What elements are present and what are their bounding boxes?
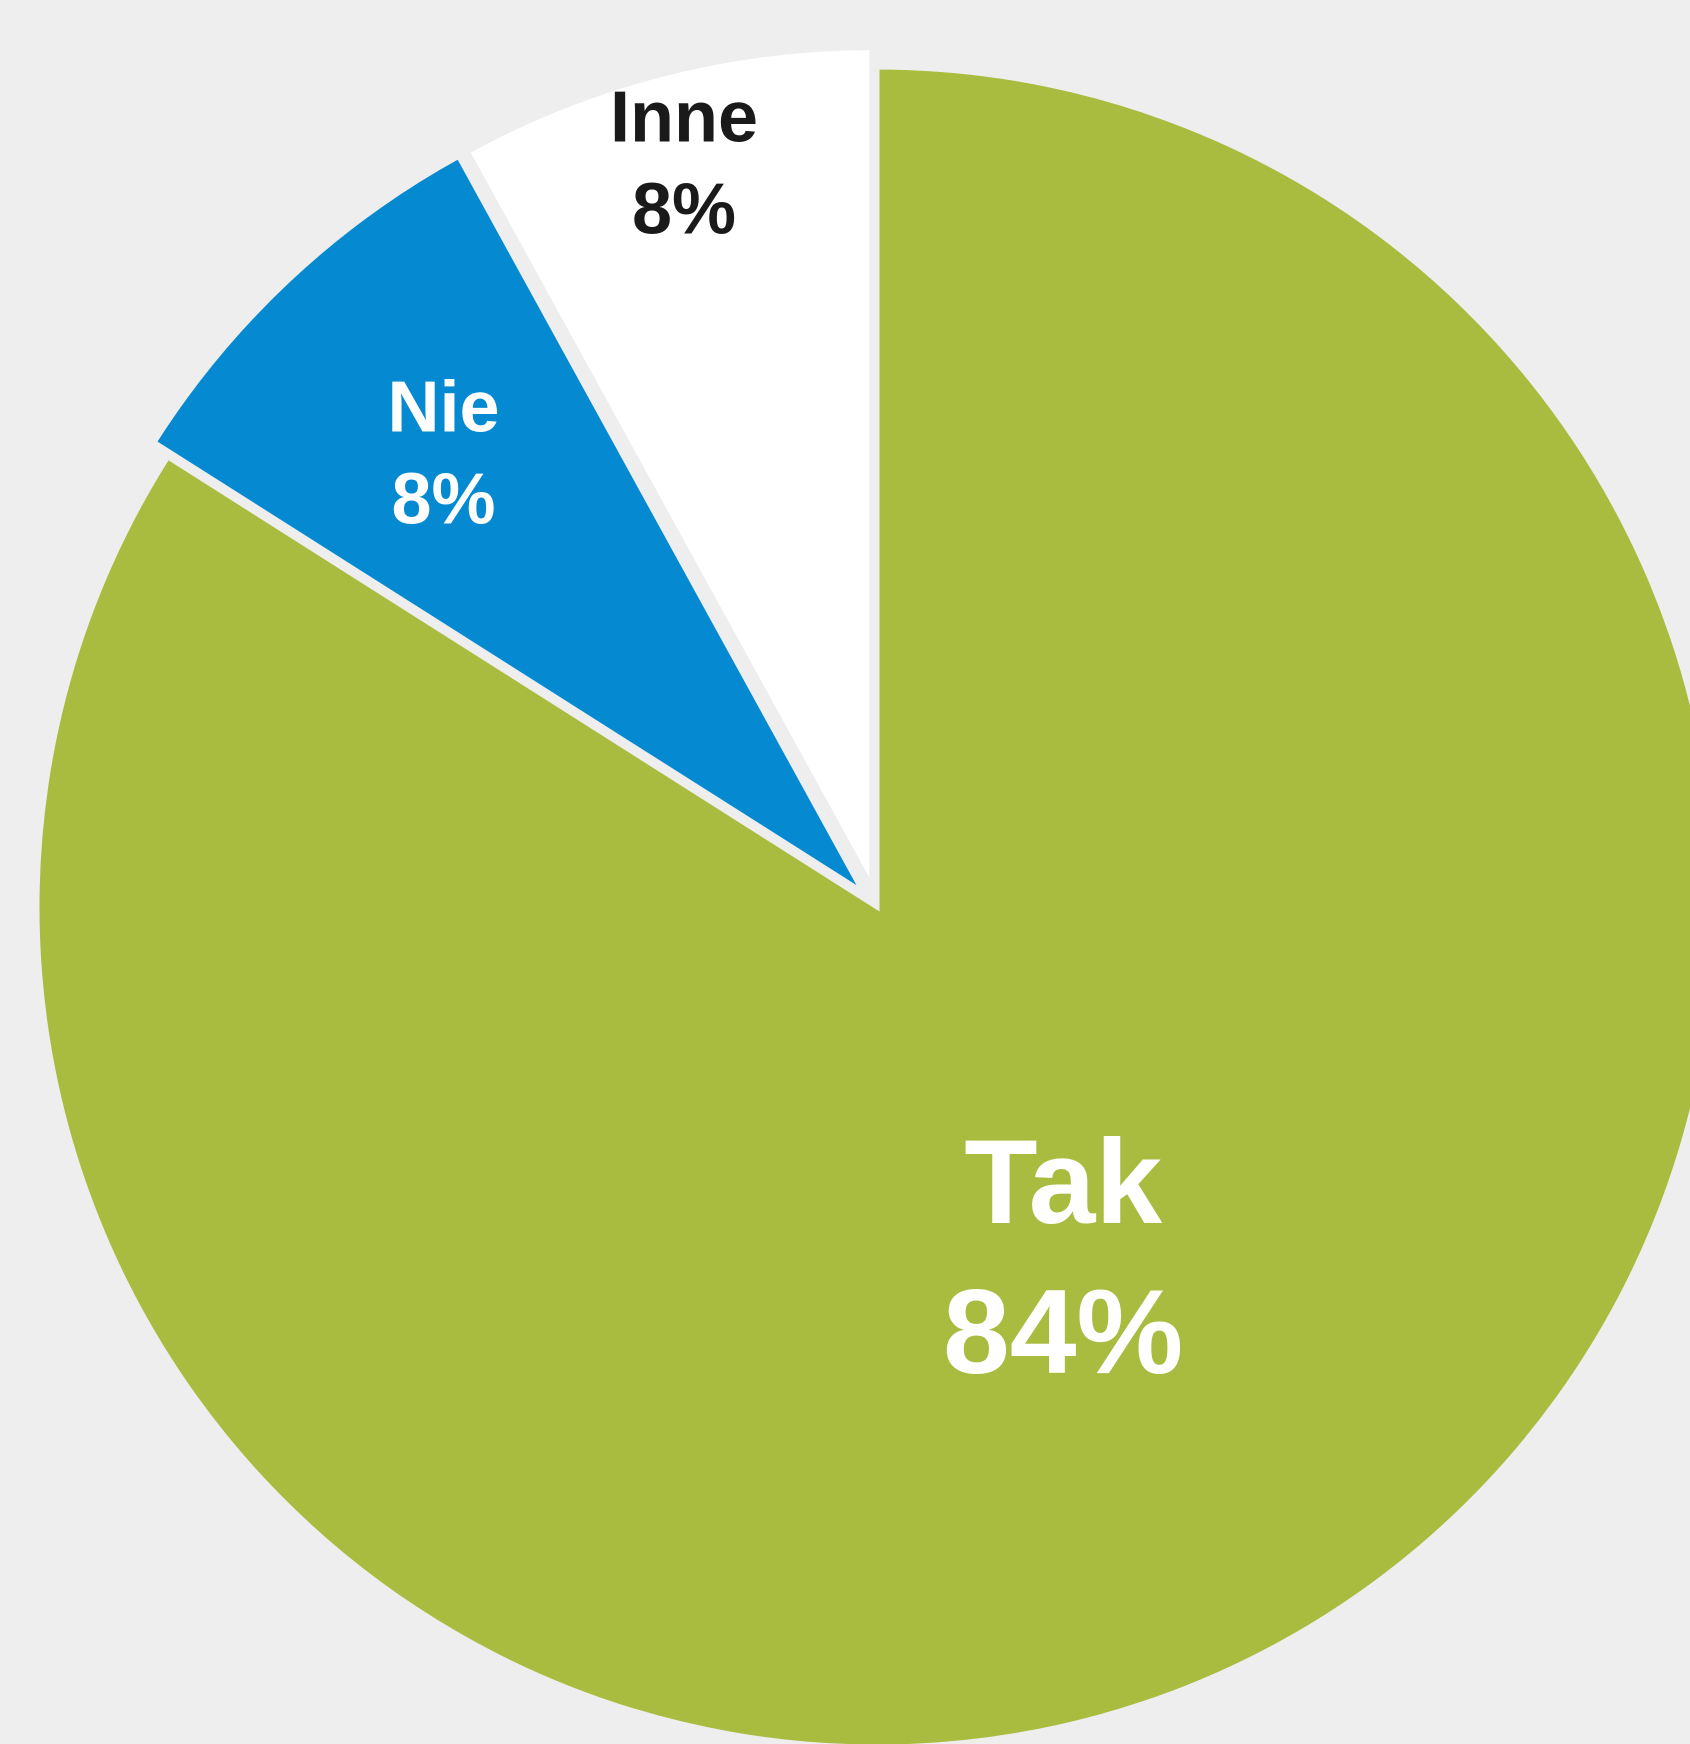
slice-value-label: 8% — [632, 170, 736, 250]
slice-category-label: Inne — [610, 78, 758, 158]
slice-value-label: 84% — [943, 1265, 1183, 1399]
slice-category-label: Nie — [388, 368, 500, 448]
slice-value-label: 8% — [392, 460, 496, 540]
pie-slice-nie — [150, 152, 866, 895]
slice-label-tak: Tak 84% — [943, 1115, 1183, 1399]
slice-label-inne: Inne 8% — [610, 78, 758, 250]
pie-slice-inne — [463, 45, 875, 889]
slice-label-nie: Nie 8% — [388, 368, 500, 540]
pie-slice-tak — [34, 64, 1690, 1744]
slice-category-label: Tak — [964, 1115, 1162, 1249]
